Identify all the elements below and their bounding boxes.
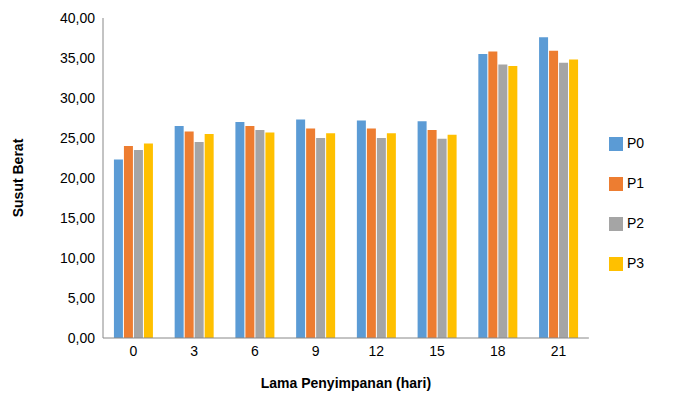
svg-text:40,00: 40,00 bbox=[60, 10, 95, 26]
svg-text:10,00: 10,00 bbox=[60, 250, 95, 266]
html-text:P2: P2 bbox=[626, 215, 644, 231]
svg-text:15,00: 15,00 bbox=[60, 210, 95, 226]
svg-text:Susut Berat: Susut Berat bbox=[10, 138, 26, 217]
svg-text:6: 6 bbox=[251, 343, 259, 359]
svg-text:30,00: 30,00 bbox=[60, 90, 95, 106]
svg-text:Lama Penyimpanan (hari): Lama Penyimpanan (hari) bbox=[261, 375, 431, 391]
svg-text:12: 12 bbox=[369, 343, 385, 359]
svg-text:25,00: 25,00 bbox=[60, 130, 95, 146]
html-text:P0: P0 bbox=[626, 135, 644, 151]
svg-text:0: 0 bbox=[129, 343, 137, 359]
svg-text:35,00: 35,00 bbox=[60, 50, 95, 66]
svg-text:18: 18 bbox=[490, 343, 506, 359]
svg-text:15: 15 bbox=[429, 343, 445, 359]
svg-text:0,00: 0,00 bbox=[68, 330, 95, 346]
svg-text:3: 3 bbox=[190, 343, 198, 359]
svg-text:9: 9 bbox=[312, 343, 320, 359]
svg-text:5,00: 5,00 bbox=[68, 290, 95, 306]
svg-text:20,00: 20,00 bbox=[60, 170, 95, 186]
html-text:P3: P3 bbox=[626, 255, 644, 271]
html-text:P1: P1 bbox=[626, 175, 644, 191]
svg-text:21: 21 bbox=[551, 343, 567, 359]
